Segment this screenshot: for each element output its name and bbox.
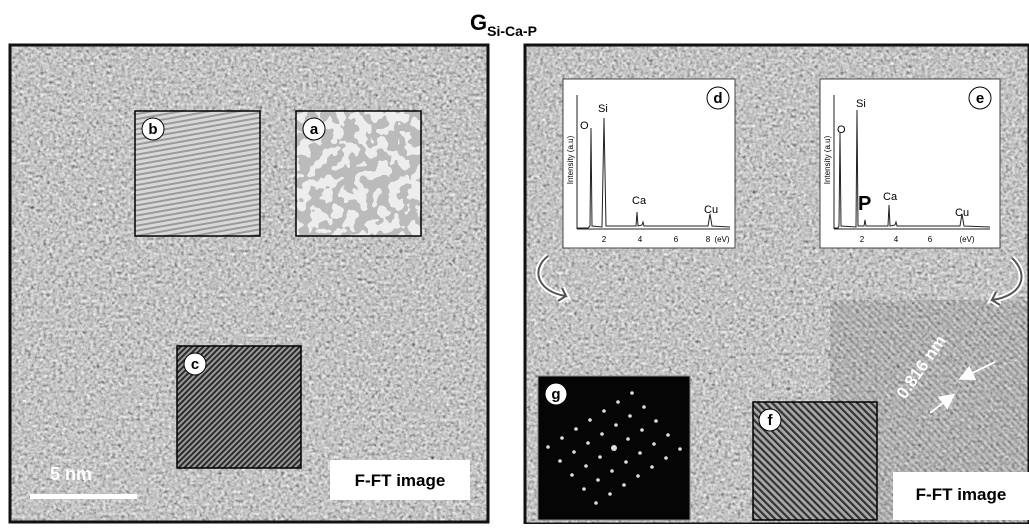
spectrum-label: e [976,90,984,107]
fft-spot [611,445,617,451]
fft-spot [602,409,606,413]
fft-spot [666,433,670,437]
peak-label: Cu [704,204,718,216]
tick-label: 6 [928,235,933,244]
inset-label: a [310,121,319,138]
peak-label: Si [856,98,866,110]
figure: GSi-Ca-P b a c 5 nm F-FT image Intensity… [0,0,1029,524]
fft-spot [624,460,628,464]
fft-spot [546,445,550,449]
fft-spot [626,437,630,441]
fft-spot [570,473,574,477]
title-sub: Si-Ca-P [487,23,537,39]
scale-bar-label: 5 nm [50,464,92,484]
figure-title: GSi-Ca-P [470,10,537,39]
fft-spot [594,501,598,505]
fft-spot [654,419,658,423]
title-main: G [470,10,487,35]
fft-spot [678,447,682,451]
fft-spot [598,455,602,459]
fft-spot [596,478,600,482]
page: GSi-Ca-P b a c 5 nm F-FT image Intensity… [0,0,1029,529]
spectrum-e: Intensity (a.u) O Si P Ca Cu 2 4 6 (eV) … [820,79,1000,248]
inset-label: g [551,386,560,403]
spectrum-label: d [713,90,722,107]
peak-label: Ca [883,191,898,203]
spectrum-d: Intensity (a.u) O Si Ca Cu 2 4 6 8 (eV) … [563,79,735,248]
inset-label: b [148,121,157,138]
fft-spot [586,441,590,445]
tick-label: 6 [674,235,679,244]
fft-spot [614,423,618,427]
fft-spot [638,451,642,455]
peak-label: O [580,120,589,132]
fft-spot [616,400,620,404]
fft-spot [650,465,654,469]
peak-label: P [858,193,871,215]
tick-label: (eV) [714,235,729,244]
fft-spot [582,487,586,491]
fft-spot [600,432,604,436]
fft-spot [610,469,614,473]
y-label: Intensity (a.u) [823,135,832,184]
fft-spot [560,436,564,440]
scale-bar [30,494,137,499]
fft-spot [652,442,656,446]
y-label: Intensity (a.u) [566,135,575,184]
caption: F-FT image [916,485,1007,504]
fft-spot [558,459,562,463]
fft-spot [630,391,634,395]
fft-spot [636,474,640,478]
inset-label: c [191,356,199,373]
tick-label: 4 [638,235,643,244]
fft-spot [640,428,644,432]
fft-spot [584,464,588,468]
fft-spot [664,456,668,460]
tick-label: 2 [860,235,865,244]
tick-label: 2 [602,235,607,244]
peak-label: O [837,124,846,136]
fft-spot [642,405,646,409]
tick-label: (eV) [959,235,974,244]
tick-label: 4 [894,235,899,244]
fft-spot [622,483,626,487]
fft-spot [588,418,592,422]
peak-label: Si [598,103,608,115]
fft-spot [608,492,612,496]
fft-spot [572,450,576,454]
fft-spot [628,414,632,418]
tick-label: 8 [706,235,711,244]
caption: F-FT image [355,471,446,490]
fft-spot [574,427,578,431]
peak-label: Cu [955,207,969,219]
peak-label: Ca [632,195,647,207]
